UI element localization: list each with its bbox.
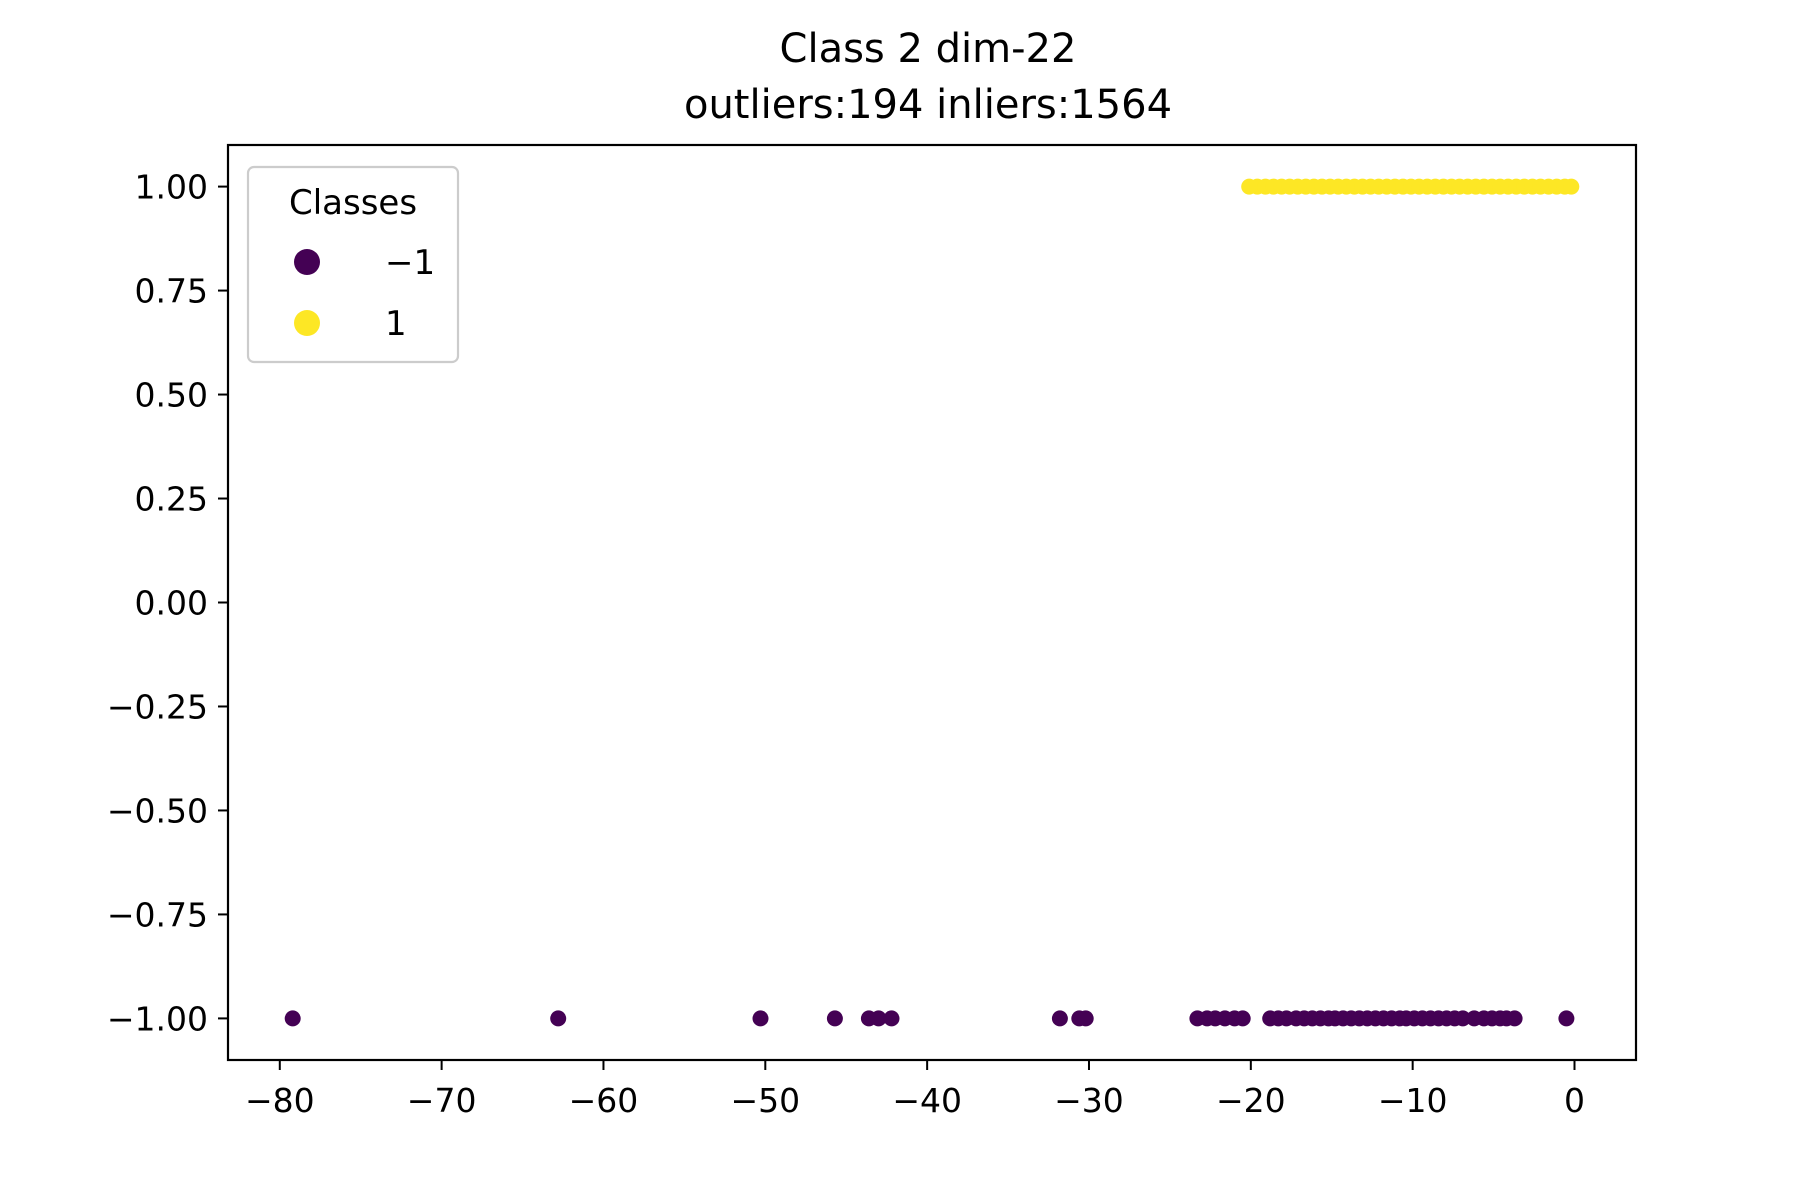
y-axis: 1.00 0.75 0.50 0.25 0.00 −0.25 −0.50 −0.75 −1.00 bbox=[107, 168, 228, 1038]
y-tick-label: 0.50 bbox=[135, 376, 208, 415]
legend: Classes −1 1 bbox=[246, 165, 460, 364]
inlier-point-40 bbox=[1563, 178, 1580, 195]
y-tick-label: −0.50 bbox=[107, 791, 208, 830]
outlier-point-9 bbox=[1077, 1010, 1094, 1027]
outlier-point-7 bbox=[1051, 1010, 1068, 1027]
outlier-point-0 bbox=[284, 1010, 301, 1027]
y-tick-label: −0.75 bbox=[107, 895, 208, 934]
legend-label-negative-one: −1 bbox=[385, 243, 435, 283]
outlier-point-5 bbox=[870, 1010, 887, 1027]
y-tick-label: 0.25 bbox=[135, 480, 208, 519]
outlier-point-6 bbox=[883, 1010, 900, 1027]
data-points bbox=[284, 178, 1580, 1027]
chart-subtitle: outliers:194 inliers:1564 bbox=[684, 82, 1172, 128]
x-tick-label: −60 bbox=[569, 1081, 639, 1120]
x-tick-label: −40 bbox=[892, 1081, 962, 1120]
legend-marker-negative-one bbox=[294, 249, 320, 275]
legend-label-one: 1 bbox=[385, 304, 407, 344]
chart-title: Class 2 dim-22 bbox=[780, 26, 1077, 72]
outlier-point-46 bbox=[1506, 1010, 1523, 1027]
legend-marker-one bbox=[294, 310, 320, 336]
x-tick-label: −20 bbox=[1216, 1081, 1286, 1120]
outlier-point-1 bbox=[550, 1010, 567, 1027]
y-tick-label: 0.75 bbox=[135, 272, 208, 311]
x-tick-label: −50 bbox=[730, 1081, 800, 1120]
outlier-point-15 bbox=[1234, 1010, 1251, 1027]
legend-title: Classes bbox=[289, 183, 417, 223]
outlier-point-40 bbox=[1454, 1010, 1471, 1027]
y-tick-label: 0.00 bbox=[135, 584, 208, 623]
y-tick-label: −0.25 bbox=[107, 687, 208, 726]
x-tick-label: −80 bbox=[245, 1081, 315, 1120]
y-tick-label: −1.00 bbox=[107, 999, 208, 1038]
outlier-point-2 bbox=[752, 1010, 769, 1027]
x-tick-label: −10 bbox=[1378, 1081, 1448, 1120]
outlier-point-3 bbox=[826, 1010, 843, 1027]
outlier-point-47 bbox=[1558, 1010, 1575, 1027]
x-tick-label: −30 bbox=[1054, 1081, 1124, 1120]
x-tick-label: −70 bbox=[407, 1081, 477, 1120]
x-axis: −80 −70 −60 −50 −40 −30 −20 −10 0 bbox=[245, 1060, 1585, 1120]
y-tick-label: 1.00 bbox=[135, 168, 208, 207]
x-tick-label: 0 bbox=[1564, 1081, 1585, 1120]
